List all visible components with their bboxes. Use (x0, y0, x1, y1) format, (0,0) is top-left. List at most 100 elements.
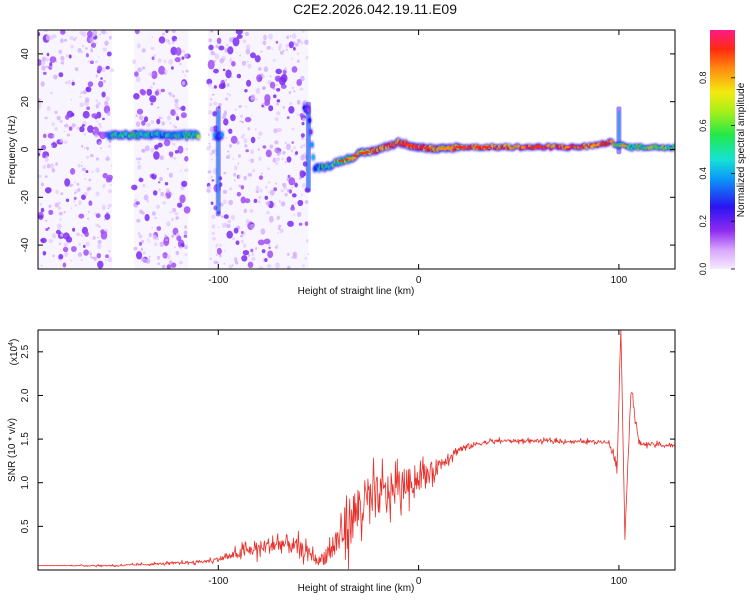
noise-speck (171, 235, 174, 238)
noise-speck (136, 121, 140, 127)
noise-speck (304, 257, 307, 259)
noise-speck (238, 175, 241, 179)
noise-speck (180, 246, 183, 249)
noise-speck (243, 243, 246, 247)
noise-speck (54, 127, 58, 131)
noise-speck (258, 67, 262, 71)
noise-speck (65, 82, 67, 84)
noise-speck (223, 190, 227, 194)
noise-speck (69, 55, 72, 59)
noise-speck (150, 103, 153, 106)
noise-speck (81, 165, 83, 167)
noise-speck (146, 123, 151, 127)
noise-speck (138, 232, 141, 234)
noise-speck (180, 107, 182, 109)
ridge-hotspot (405, 144, 412, 146)
noise-speck (258, 196, 261, 200)
noise-speck (280, 228, 284, 233)
noise-speck (208, 45, 213, 51)
noise-speck (168, 92, 171, 95)
noise-speck (212, 232, 215, 235)
noise-speck (252, 257, 256, 261)
noise-speck (78, 164, 81, 168)
spectrogram-y-axis-label: Frequency (Hz) (7, 116, 18, 185)
noise-speck (52, 168, 56, 172)
noise-speck (137, 67, 142, 72)
noise-speck (57, 223, 62, 229)
noise-speck (268, 34, 273, 40)
noise-speck (211, 202, 214, 205)
noise-speck (136, 158, 138, 161)
noise-speck (109, 250, 111, 252)
noise-speck (151, 227, 153, 229)
noise-speck (208, 143, 210, 145)
noise-speck (223, 69, 226, 72)
noise-speck (98, 141, 101, 145)
noise-speck (45, 220, 47, 222)
noise-speck (166, 221, 171, 226)
noise-speck (264, 239, 271, 245)
noise-speck (184, 206, 191, 213)
noise-speck (106, 32, 108, 35)
noise-speck (256, 186, 260, 191)
noise-speck (245, 149, 249, 152)
noise-speck (66, 199, 69, 202)
noise-speck (270, 190, 275, 196)
spectrogram-y-tick-label: -20 (20, 190, 31, 205)
noise-speck (147, 89, 153, 96)
noise-speck (45, 117, 48, 120)
noise-speck (210, 126, 214, 132)
noise-speck (78, 243, 81, 246)
noise-speck (158, 181, 161, 183)
noise-speck (65, 114, 69, 120)
noise-speck (52, 233, 56, 239)
noise-speck (102, 205, 106, 211)
snr-frame (38, 330, 675, 570)
noise-speck (250, 149, 254, 154)
noise-speck (41, 182, 44, 186)
noise-speck (211, 175, 213, 178)
noise-speck (305, 200, 308, 204)
noise-speck (143, 251, 146, 255)
noise-speck (267, 264, 271, 268)
noise-speck (282, 183, 286, 187)
noise-speck (277, 99, 281, 102)
noise-speck (61, 61, 65, 64)
noise-speck (42, 57, 46, 62)
noise-speck (154, 217, 157, 220)
noise-speck (46, 34, 51, 40)
spectrogram-ridge-layer (106, 102, 677, 217)
noise-speck (147, 200, 149, 203)
noise-speck (167, 254, 171, 259)
noise-speck (258, 157, 261, 161)
noise-speck (230, 114, 236, 121)
noise-speck (225, 79, 227, 81)
noise-speck (86, 147, 89, 151)
noise-speck (262, 86, 266, 90)
noise-speck (60, 38, 64, 43)
noise-speck (212, 224, 216, 229)
noise-speck (176, 116, 179, 120)
figure-title: C2E2.2026.042.19.11.E09 (293, 1, 457, 17)
noise-speck (266, 201, 271, 205)
noise-speck (287, 156, 292, 162)
noise-speck (239, 121, 241, 123)
noise-speck (172, 208, 176, 213)
noise-speck (170, 109, 175, 116)
noise-speck (100, 147, 102, 149)
noise-speck (234, 257, 237, 262)
noise-speck (101, 231, 108, 240)
noise-speck (132, 59, 136, 64)
noise-speck (251, 94, 256, 99)
noise-speck (96, 121, 98, 123)
noise-speck (97, 66, 102, 72)
noise-speck (150, 148, 154, 153)
noise-speck (82, 31, 87, 37)
noise-speck (153, 235, 157, 241)
noise-speck (306, 239, 309, 243)
noise-speck (243, 250, 249, 255)
noise-speck (272, 49, 274, 51)
noise-speck (302, 183, 306, 188)
noise-speck (276, 244, 278, 247)
noise-speck (79, 126, 84, 132)
